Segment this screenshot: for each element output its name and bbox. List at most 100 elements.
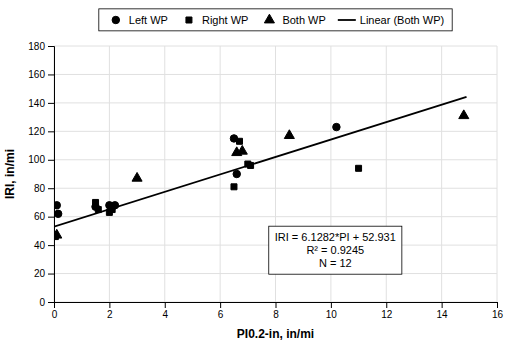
grid-line-y: [54, 216, 497, 217]
tick: 6: [218, 302, 224, 320]
legend-label: Linear (Both WP): [360, 14, 444, 26]
tick: 180: [28, 41, 54, 52]
tick-mark: [165, 302, 166, 308]
tick-label: 2: [107, 309, 113, 320]
tick-mark: [109, 302, 110, 308]
point: [54, 229, 62, 238]
point: [233, 170, 240, 177]
tick-label: 14: [437, 309, 449, 320]
legend-swatch: [186, 17, 192, 23]
tick: 20: [34, 268, 54, 279]
tick-mark: [48, 245, 54, 246]
tick-label: 4: [162, 309, 168, 320]
plot-area: [54, 97, 469, 240]
grid-line-y: [54, 131, 497, 132]
legend-frame: [99, 9, 452, 31]
tick: 10: [326, 302, 338, 320]
legend-swatch: [264, 14, 274, 23]
tick: 40: [34, 240, 54, 251]
tick-mark: [48, 188, 54, 189]
tick: 8: [273, 302, 279, 320]
tick-label: 12: [381, 309, 393, 320]
annotation: IRI = 6.1282*PI + 52.931R² = 0.9245N = 1…: [269, 226, 402, 274]
point: [237, 138, 243, 144]
grid-line-x: [109, 46, 110, 302]
grid-line-x: [497, 46, 498, 302]
point: [54, 202, 61, 209]
point: [231, 184, 237, 190]
grid-line-y: [54, 74, 497, 75]
axis-line: [55, 303, 498, 309]
tick-mark: [220, 302, 221, 308]
series-1: [54, 138, 362, 239]
tick-mark: [48, 131, 54, 132]
tick-label: 16: [492, 309, 504, 320]
grid-line-y: [54, 188, 497, 189]
legend: Left WP Right WP Both WP Linear (Both WP): [99, 9, 452, 31]
annotation-text: R² = 0.9245: [306, 244, 364, 256]
tick-mark: [497, 302, 498, 308]
tick-label: 0: [39, 297, 45, 308]
grid-line-y: [54, 102, 497, 103]
tick-label: 6: [218, 309, 224, 320]
axis-line: [48, 47, 55, 303]
tick-mark: [48, 274, 54, 275]
tick: 16: [492, 302, 504, 320]
point: [459, 110, 469, 119]
y-axis: 0 20 40 60 80 100 120 140 160 180: [28, 41, 54, 308]
point: [237, 145, 247, 154]
tick-label: 120: [28, 126, 45, 137]
legend-swatch: [338, 19, 356, 21]
x-axis-title: PI0.2-in, in/mi: [237, 327, 314, 341]
tick: 14: [437, 302, 449, 320]
grid-line-x: [441, 46, 442, 302]
grid-line-y: [54, 159, 497, 160]
tick: 0: [39, 297, 54, 308]
tick-mark: [48, 302, 54, 303]
tick-mark: [48, 74, 54, 75]
point: [356, 165, 362, 171]
tick-mark: [331, 302, 332, 308]
tick: 120: [28, 126, 54, 137]
tick-label: 80: [34, 183, 46, 194]
legend-item: Both WP: [264, 14, 325, 26]
tick: 100: [28, 154, 54, 165]
annotation-text: N = 12: [319, 257, 352, 269]
tick-label: 0: [52, 309, 58, 320]
tick-label: 10: [326, 309, 338, 320]
tick: 60: [34, 211, 54, 222]
series-0: [54, 123, 340, 217]
tick-mark: [48, 160, 54, 161]
tick: 160: [28, 69, 54, 80]
point: [54, 210, 61, 217]
tick-label: 40: [34, 240, 46, 251]
tick-mark: [48, 46, 54, 47]
point: [333, 123, 340, 130]
legend-swatch: [112, 16, 119, 23]
tick-mark: [48, 217, 54, 218]
y-axis-title: IRI, in/mi: [3, 149, 17, 199]
tick: 80: [34, 183, 54, 194]
regression-line: [54, 97, 467, 227]
tick: 12: [381, 302, 393, 320]
tick-label: 180: [28, 41, 45, 52]
legend-item: Linear (Both WP): [338, 14, 444, 26]
x-axis: 0 2 4 6 8 10 12 14 16: [52, 302, 504, 320]
tick-label: 100: [28, 154, 45, 165]
tick: 0: [52, 302, 58, 320]
tick-label: 60: [34, 211, 46, 222]
tick-label: 8: [273, 309, 279, 320]
tick-mark: [276, 302, 277, 308]
point: [132, 172, 142, 181]
series-2: [54, 110, 469, 238]
legend-item: Left WP: [112, 14, 168, 26]
legend-item: Right WP: [186, 14, 248, 26]
grid-line-y: [54, 46, 497, 47]
tick: 4: [162, 302, 168, 320]
point: [93, 199, 99, 205]
annotation-text: IRI = 6.1282*PI + 52.931: [275, 231, 396, 243]
tick: 2: [107, 302, 113, 320]
tick-mark: [48, 103, 54, 104]
tick-label: 160: [28, 69, 45, 80]
tick-label: 140: [28, 98, 45, 109]
